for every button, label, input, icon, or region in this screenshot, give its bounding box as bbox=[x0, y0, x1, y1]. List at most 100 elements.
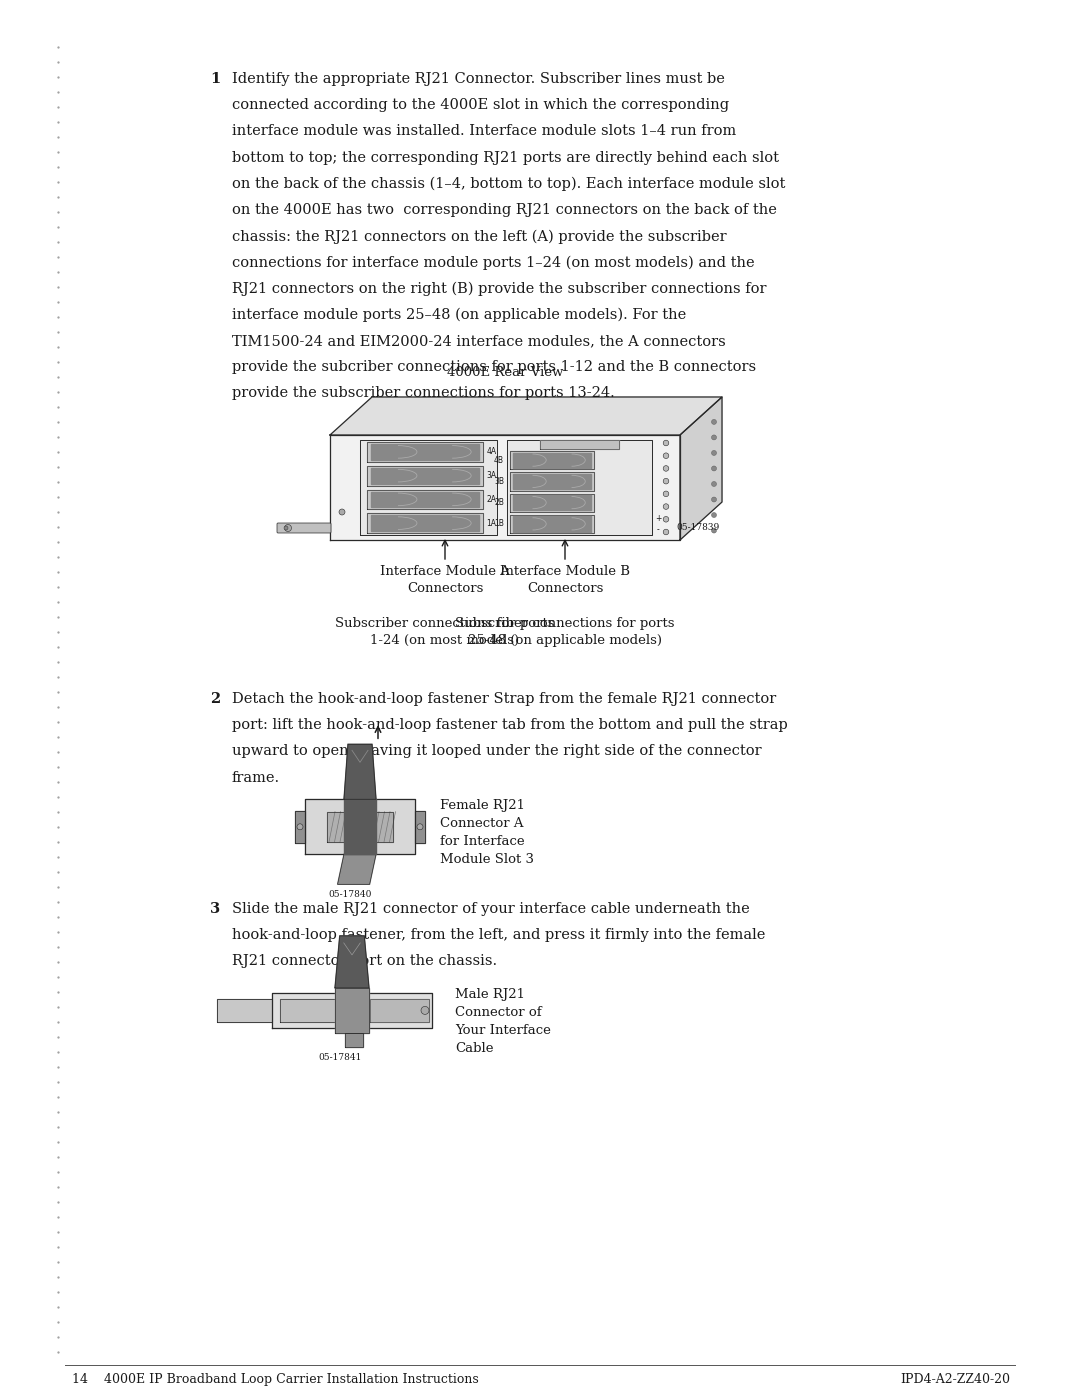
Polygon shape bbox=[360, 440, 497, 535]
Polygon shape bbox=[370, 515, 480, 531]
Circle shape bbox=[663, 504, 669, 510]
Polygon shape bbox=[367, 513, 484, 534]
Circle shape bbox=[339, 509, 345, 515]
Text: connected according to the 4000E slot in which the corresponding: connected according to the 4000E slot in… bbox=[232, 98, 729, 112]
Text: +: + bbox=[654, 514, 661, 522]
Text: frame.: frame. bbox=[232, 771, 280, 785]
Polygon shape bbox=[335, 988, 369, 1032]
Polygon shape bbox=[345, 799, 376, 855]
Circle shape bbox=[712, 513, 716, 517]
Text: 1: 1 bbox=[210, 73, 220, 87]
Circle shape bbox=[421, 1006, 429, 1014]
Circle shape bbox=[712, 419, 716, 425]
Text: 05-17840: 05-17840 bbox=[328, 890, 372, 900]
Text: 4B: 4B bbox=[494, 455, 504, 465]
Polygon shape bbox=[513, 495, 591, 510]
Text: 3: 3 bbox=[210, 902, 220, 916]
Circle shape bbox=[297, 824, 303, 830]
Polygon shape bbox=[367, 489, 484, 510]
Polygon shape bbox=[330, 397, 723, 434]
Polygon shape bbox=[510, 472, 594, 490]
Text: provide the subscriber connections for ports 13-24.: provide the subscriber connections for p… bbox=[232, 387, 615, 401]
Polygon shape bbox=[345, 1032, 363, 1046]
Polygon shape bbox=[510, 493, 594, 511]
Text: on the 4000E has two  corresponding RJ21 connectors on the back of the: on the 4000E has two corresponding RJ21 … bbox=[232, 203, 777, 217]
Polygon shape bbox=[280, 999, 368, 1021]
Text: interface module ports 25–48 (on applicable models). For the: interface module ports 25–48 (on applica… bbox=[232, 307, 686, 323]
Circle shape bbox=[712, 434, 716, 440]
Text: RJ21 connectors on the right (B) provide the subscriber connections for: RJ21 connectors on the right (B) provide… bbox=[232, 282, 767, 296]
Text: 14    4000E IP Broadband Loop Carrier Installation Instructions: 14 4000E IP Broadband Loop Carrier Insta… bbox=[72, 1373, 478, 1386]
Polygon shape bbox=[217, 999, 272, 1021]
Text: chassis: the RJ21 connectors on the left (A) provide the subscriber: chassis: the RJ21 connectors on the left… bbox=[232, 229, 727, 243]
Text: Slide the male RJ21 connector of your interface cable underneath the: Slide the male RJ21 connector of your in… bbox=[232, 902, 750, 916]
Polygon shape bbox=[510, 451, 594, 469]
Circle shape bbox=[663, 453, 669, 458]
Text: Subscriber connections for ports
25-48 (on applicable models): Subscriber connections for ports 25-48 (… bbox=[456, 617, 675, 647]
Polygon shape bbox=[367, 465, 484, 486]
Polygon shape bbox=[415, 810, 426, 842]
Circle shape bbox=[663, 517, 669, 522]
Text: provide the subcriber connections for ports 1-12 and the B connectors: provide the subcriber connections for po… bbox=[232, 360, 756, 374]
Text: Female RJ21
Connector A
for Interface
Module Slot 3: Female RJ21 Connector A for Interface Mo… bbox=[440, 799, 534, 866]
Polygon shape bbox=[507, 440, 652, 535]
Circle shape bbox=[284, 524, 292, 531]
Text: 2A: 2A bbox=[486, 495, 497, 504]
Text: 05-17839: 05-17839 bbox=[677, 524, 720, 532]
Text: 1B: 1B bbox=[495, 520, 504, 528]
Text: Interface Module A
Connectors: Interface Module A Connectors bbox=[380, 564, 510, 595]
Text: on the back of the chassis (1–4, bottom to top). Each interface module slot: on the back of the chassis (1–4, bottom … bbox=[232, 177, 785, 191]
Polygon shape bbox=[330, 434, 680, 541]
Polygon shape bbox=[370, 999, 429, 1021]
Polygon shape bbox=[513, 474, 591, 489]
Polygon shape bbox=[327, 812, 393, 842]
Circle shape bbox=[712, 467, 716, 471]
Circle shape bbox=[663, 529, 669, 535]
Circle shape bbox=[712, 482, 716, 486]
Polygon shape bbox=[540, 440, 619, 448]
Text: bottom to top; the corresponding RJ21 ports are directly behind each slot: bottom to top; the corresponding RJ21 po… bbox=[232, 151, 779, 165]
Text: Subscriber connections for ports
1-24 (on most models): Subscriber connections for ports 1-24 (o… bbox=[335, 617, 555, 647]
Text: 3B: 3B bbox=[494, 476, 504, 486]
Circle shape bbox=[712, 450, 716, 455]
Text: connections for interface module ports 1–24 (on most models) and the: connections for interface module ports 1… bbox=[232, 256, 755, 270]
Circle shape bbox=[663, 440, 669, 446]
Text: 3A: 3A bbox=[486, 471, 497, 481]
Polygon shape bbox=[295, 810, 305, 842]
Circle shape bbox=[417, 824, 423, 830]
Polygon shape bbox=[305, 799, 415, 855]
Polygon shape bbox=[370, 468, 480, 483]
Text: 2: 2 bbox=[210, 692, 220, 705]
Circle shape bbox=[663, 492, 669, 497]
Text: interface module was installed. Interface module slots 1–4 run from: interface module was installed. Interfac… bbox=[232, 124, 737, 138]
Polygon shape bbox=[370, 492, 480, 507]
Text: RJ21 connector port on the chassis.: RJ21 connector port on the chassis. bbox=[232, 954, 497, 968]
Polygon shape bbox=[367, 441, 484, 462]
Polygon shape bbox=[335, 936, 369, 988]
Text: Interface Module B
Connectors: Interface Module B Connectors bbox=[500, 564, 630, 595]
Text: 1A: 1A bbox=[486, 518, 497, 528]
Text: upward to open, leaving it looped under the right side of the connector: upward to open, leaving it looped under … bbox=[232, 745, 761, 759]
Text: 4000E Rear View: 4000E Rear View bbox=[447, 366, 563, 379]
Polygon shape bbox=[680, 397, 723, 541]
Text: Male RJ21
Connector of
Your Interface
Cable: Male RJ21 Connector of Your Interface Ca… bbox=[455, 989, 551, 1055]
Text: hook-and-loop fastener, from the left, and press it firmly into the female: hook-and-loop fastener, from the left, a… bbox=[232, 928, 766, 942]
Circle shape bbox=[712, 528, 716, 534]
Text: Identify the appropriate RJ21 Connector. Subscriber lines must be: Identify the appropriate RJ21 Connector.… bbox=[232, 73, 725, 87]
Text: 4A: 4A bbox=[486, 447, 497, 457]
Text: Detach the hook-and-loop fastener Strap from the female RJ21 connector: Detach the hook-and-loop fastener Strap … bbox=[232, 692, 777, 705]
Text: 2B: 2B bbox=[495, 499, 504, 507]
Polygon shape bbox=[345, 745, 376, 799]
Polygon shape bbox=[370, 444, 480, 460]
Polygon shape bbox=[510, 514, 594, 534]
Circle shape bbox=[663, 465, 669, 471]
Circle shape bbox=[712, 497, 716, 502]
Circle shape bbox=[284, 527, 288, 529]
Polygon shape bbox=[338, 855, 376, 884]
Polygon shape bbox=[272, 993, 432, 1028]
Text: port: lift the hook-and-loop fastener tab from the bottom and pull the strap: port: lift the hook-and-loop fastener ta… bbox=[232, 718, 787, 732]
Text: TIM1500-24 and EIM2000-24 interface modules, the A connectors: TIM1500-24 and EIM2000-24 interface modu… bbox=[232, 334, 726, 348]
Text: 05-17841: 05-17841 bbox=[319, 1053, 362, 1062]
Circle shape bbox=[663, 478, 669, 483]
Text: -: - bbox=[657, 525, 660, 535]
